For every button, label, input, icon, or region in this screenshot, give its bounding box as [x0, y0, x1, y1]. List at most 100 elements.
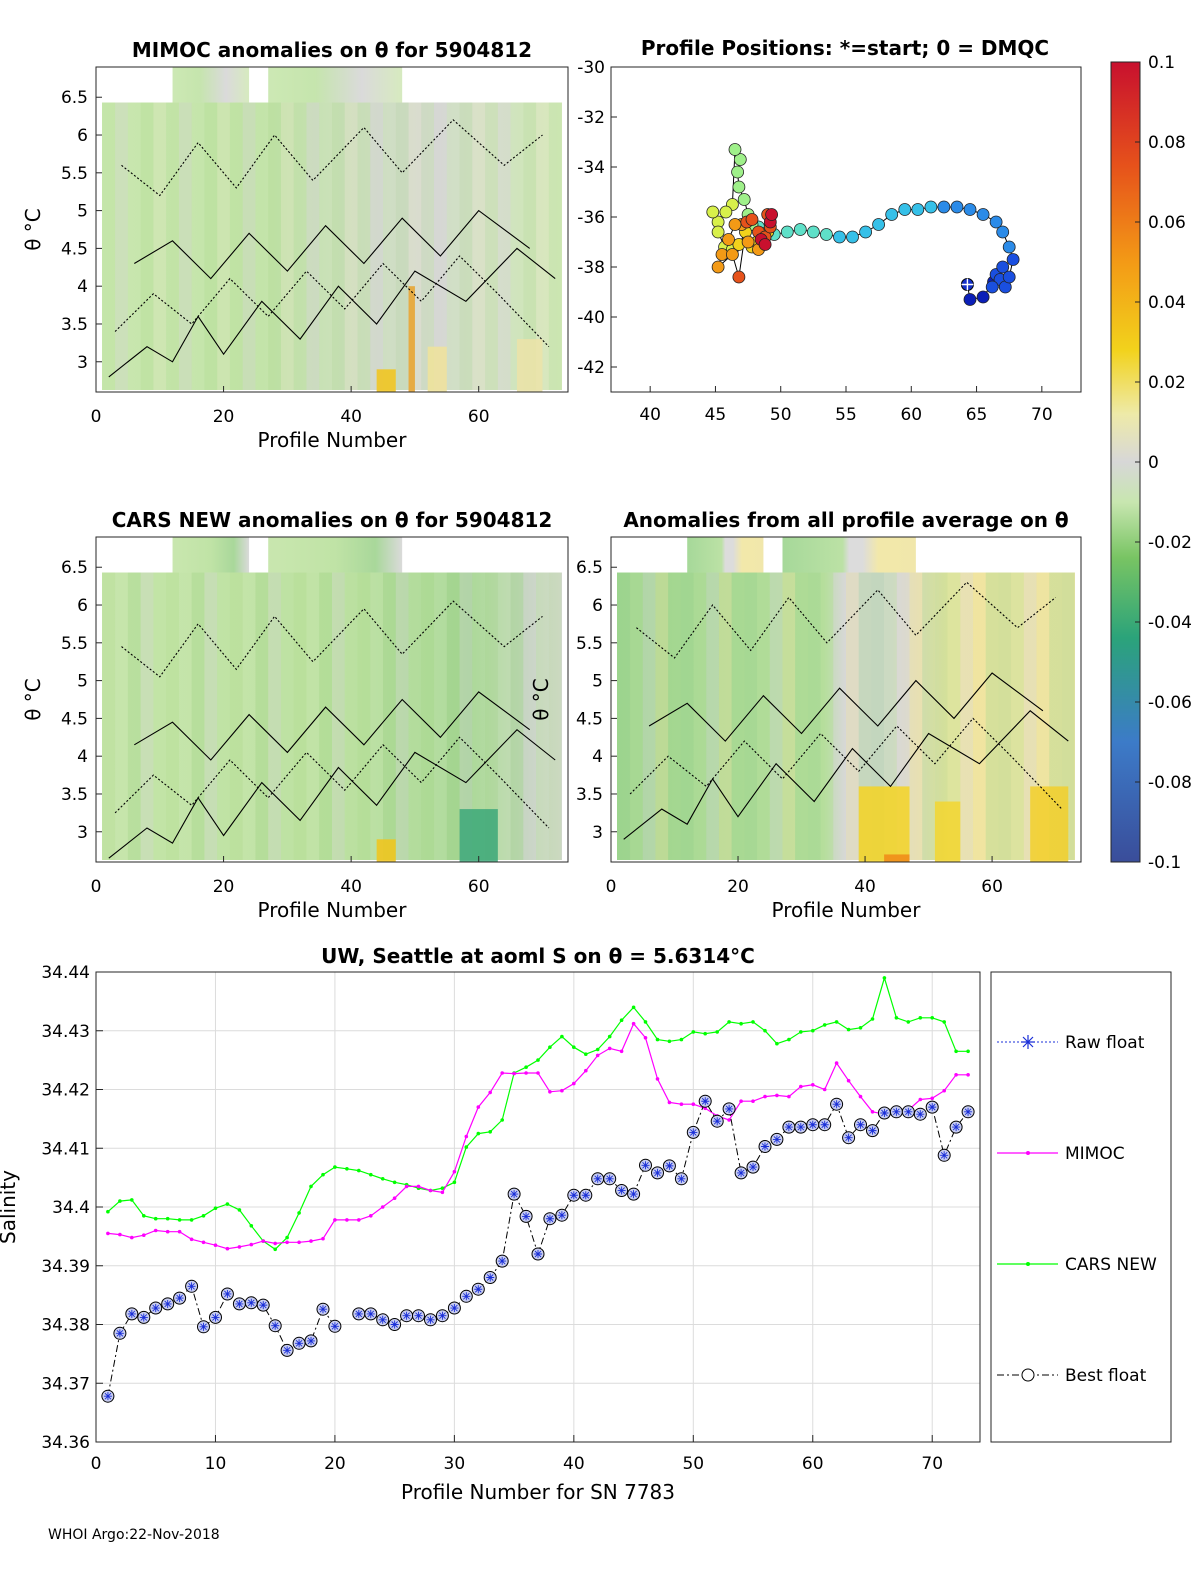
cars-heat-stripe [357, 572, 371, 860]
salinity-ytick-label: 34.37 [41, 1374, 90, 1394]
salinity-raw-point [569, 1191, 578, 1200]
salinity-raw-point [880, 1109, 889, 1117]
positions-plot-bg [611, 67, 1081, 392]
salinity-cars-new-point [440, 1186, 445, 1190]
allavg-contour-line [623, 710, 1069, 840]
salinity-raw-point [713, 1117, 722, 1126]
cars-heat-stripe [497, 572, 511, 860]
allavg-heat-column-0 [687, 537, 764, 573]
legend-label: Raw float [1065, 1033, 1145, 1053]
allavg-heat-stripe [630, 572, 643, 860]
salinity-cars-new-point [751, 1020, 755, 1024]
mimoc-heat-stripe [459, 102, 473, 390]
salinity-raw-point [235, 1299, 244, 1308]
cars-heat-stripe [421, 572, 435, 860]
mimoc-heat-stripe [280, 102, 294, 390]
positions-profile-point [976, 208, 990, 221]
salinity-cars-new-point [142, 1214, 146, 1218]
salinity-raw-point [271, 1321, 280, 1330]
allavg-ytick-label: 6 [592, 596, 603, 616]
salinity-mimoc-point [428, 1188, 433, 1193]
salinity-mimoc-point [309, 1239, 313, 1243]
positions-profile-point [859, 225, 872, 239]
salinity-mimoc-point [667, 1100, 672, 1105]
salinity-raw-point [438, 1311, 447, 1320]
allavg-xlabel: Profile Number [772, 898, 922, 922]
salinity-mimoc-point [369, 1214, 373, 1218]
salinity-mimoc-point [189, 1237, 194, 1242]
salinity-raw-point [426, 1315, 435, 1324]
salinity-mimoc-point [751, 1099, 755, 1103]
salinity-raw-point [378, 1315, 387, 1324]
salinity-raw-point [163, 1299, 172, 1308]
allavg-heat-warm-3 [1030, 786, 1069, 862]
allavg-heat-stripe [655, 572, 669, 860]
salinity-cars-new-point [882, 976, 887, 980]
salinity-cars-new-point [237, 1208, 242, 1212]
allavg-ytick-label: 6.5 [576, 558, 603, 578]
cars-heat-stripe [485, 572, 498, 860]
salinity-cars-new-point [476, 1131, 481, 1136]
salinity-mimoc-point [237, 1245, 242, 1249]
cars-heat-stripe [127, 572, 141, 860]
allavg-heat-stripe [706, 572, 719, 860]
allavg-contour-line [648, 672, 1044, 742]
salinity-raw-point [151, 1304, 160, 1313]
cars-contour-line [114, 736, 550, 829]
salinity-cars-new-point [966, 1049, 970, 1054]
salinity-raw-point [139, 1313, 148, 1322]
salinity-raw-point [868, 1126, 877, 1135]
allavg-heat-stripe [820, 572, 834, 860]
legend-label: CARS NEW [1065, 1255, 1157, 1275]
positions-profile-point [765, 208, 778, 221]
allavg-contour-line [629, 717, 1063, 810]
salinity-mimoc-point [249, 1242, 254, 1247]
salinity-cars-new-point [106, 1209, 110, 1214]
mimoc-heat-column-0 [172, 67, 250, 103]
salinity-mimoc-point [811, 1083, 815, 1087]
salinity-legend-box [990, 971, 1172, 1443]
positions-xtick-label: 55 [835, 405, 857, 425]
salinity-cars-new-point [165, 1216, 170, 1221]
cars-heat-stripe [332, 572, 345, 860]
mimoc-heat-column-1 [268, 67, 403, 103]
positions-xtick-label: 50 [770, 405, 792, 425]
allavg-heat-stripe [833, 572, 846, 860]
colorbar-tick-label: -0.08 [1148, 773, 1192, 793]
positions-profile-point [758, 238, 772, 251]
salinity-cars-new-point [739, 1021, 743, 1026]
salinity-mimoc-point [679, 1102, 684, 1106]
cars-heat-stripe [242, 572, 256, 860]
mimoc-heat-stripe [178, 102, 192, 390]
positions-profile-point [898, 203, 912, 216]
mimoc-heat-stripe [229, 102, 243, 390]
salinity-mimoc-point [261, 1239, 266, 1243]
mimoc-heat-stripe [548, 102, 562, 390]
salinity-mimoc-point [954, 1073, 958, 1077]
salinity-raw-point [187, 1282, 196, 1291]
salinity-mimoc-point [106, 1231, 110, 1236]
positions-profile-point [950, 200, 964, 214]
mimoc-heat-stripe [383, 102, 396, 390]
salinity-raw-point [498, 1257, 507, 1266]
cars-contour-line [134, 691, 531, 761]
cars-heat-stripe [306, 572, 320, 860]
salinity-xlabel: Profile Number for SN 7783 [401, 1480, 675, 1504]
allavg-heat-stripe [769, 572, 783, 860]
mimoc-heat-warm-1 [408, 286, 415, 392]
mimoc-heat-stripe [536, 102, 549, 390]
cars-contour-line [121, 600, 543, 678]
mimoc-ytick-label: 3.5 [61, 315, 88, 335]
salinity-raw-point [175, 1294, 184, 1303]
positions-profile-point [1006, 253, 1020, 266]
salinity-cars-new-point [954, 1049, 958, 1054]
allavg-heat-stripe [718, 572, 732, 860]
salinity-cars-new-point [655, 1037, 660, 1042]
salinity-cars-new-point [906, 1020, 911, 1024]
mimoc-heat-stripe [242, 102, 256, 390]
salinity-mimoc-point [380, 1205, 385, 1209]
positions-xtick-label: 40 [639, 405, 661, 425]
mimoc-heat-stripe [140, 102, 154, 390]
salinity-mimoc-point [607, 1046, 612, 1051]
mimoc-heat-stripe [102, 102, 116, 390]
